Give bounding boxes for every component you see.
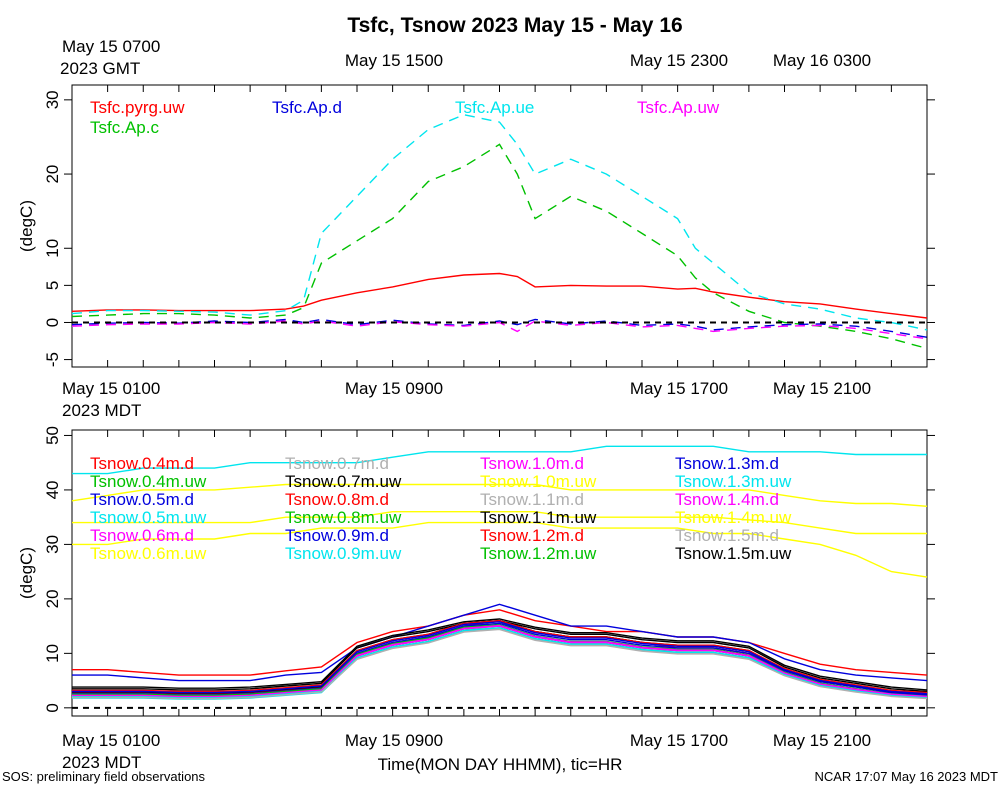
bottom-legend-entry: Tsnow.0.7m.uw	[285, 472, 402, 491]
bottom-series-Tsnow-1-0m-d	[72, 625, 928, 698]
bottom-series-Tsnow-1-0m-uw	[72, 511, 927, 535]
bottom-legend-entry: Tsnow.1.1m.d	[480, 490, 584, 509]
top-series-Tsfc-Ap-c	[71, 143, 928, 350]
top-series-Tsfc-Ap-d	[71, 318, 928, 338]
top-ytick-label: 0	[43, 318, 62, 327]
top-ylabel: (degC)	[17, 200, 36, 252]
mid-axis-first-label-line2: 2023 MDT	[62, 401, 141, 420]
bottom-legend-entry: Tsnow.1.5m.uw	[675, 544, 792, 563]
bottom-legend-entry: Tsnow.0.9m.d	[285, 526, 389, 545]
bottom-axis-label-3: May 15 2100	[773, 731, 871, 750]
bottom-series-Tsnow-1-2m-d	[72, 619, 928, 694]
bottom-series-Tsnow-0-6m-uw	[71, 483, 928, 507]
bottom-series-Tsnow-1-2m-uw	[72, 624, 928, 698]
bottom-legend-entry: Tsnow.0.6m.d	[90, 526, 194, 545]
x-axis-title: Time(MON DAY HHMM), tic=HR	[378, 755, 623, 774]
bottom-legend-entry: Tsnow.0.8m.d	[285, 490, 389, 509]
bottom-legend-entry: Tsnow.1.0m.d	[480, 454, 584, 473]
bottom-ytick-label: 40	[43, 480, 62, 499]
bottom-legend-entry: Tsnow.0.4m.d	[90, 454, 194, 473]
chart-title: Tsfc, Tsnow 2023 May 15 - May 16	[347, 14, 682, 37]
bottom-ytick-label: 0	[43, 703, 62, 712]
bottom-legend-entry: Tsnow.0.9m.uw	[285, 544, 402, 563]
bottom-ytick-label: 10	[43, 644, 62, 663]
top-ytick-label: 30	[43, 90, 62, 109]
top-ytick-label: 10	[43, 239, 62, 258]
bottom-series-Tsnow-1-3m-uw	[72, 626, 928, 699]
bottom-legend-entry: Tsnow.1.1m.uw	[480, 508, 597, 527]
bottom-legend-entry: Tsnow.1.3m.d	[675, 454, 779, 473]
footer-left: SOS: preliminary field observations	[2, 769, 206, 784]
bottom-ytick-label: 50	[43, 426, 62, 445]
mid-axis-first-label-line1: May 15 0100	[62, 379, 160, 398]
bottom-ylabel: (degC)	[17, 547, 36, 599]
bottom-legend-entry: Tsnow.0.5m.uw	[90, 508, 207, 527]
bottom-legend-entry: Tsnow.1.2m.d	[480, 526, 584, 545]
top-ytick-label: -5	[43, 352, 62, 367]
top-series-Tsfc-Ap-ue	[71, 113, 928, 331]
bottom-legend-entry: Tsnow.1.5m.d	[675, 526, 779, 545]
top-ytick-label: 20	[43, 165, 62, 184]
bottom-series-Tsnow-1-4m-d	[72, 624, 928, 698]
top-axis-first-label-line1: May 15 0700	[62, 37, 160, 56]
bottom-series-Tsnow-1-5m-uw	[72, 618, 928, 691]
bottom-legend-entry: Tsnow.1.3m.uw	[675, 472, 792, 491]
top-legend-entry: Tsfc.pyrg.uw	[90, 98, 185, 117]
top-legend-entry: Tsfc.Ap.ue	[455, 98, 534, 117]
bottom-ytick-label: 30	[43, 535, 62, 554]
top-axis-first-label-line2: 2023 GMT	[60, 59, 140, 78]
bottom-series-Tsnow-0-4m-d	[72, 609, 928, 676]
top-axis-label-2: May 15 2300	[630, 51, 728, 70]
bottom-legend-entry: Tsnow.0.6m.uw	[90, 544, 207, 563]
bottom-legend-entry: Tsnow.0.8m.uw	[285, 508, 402, 527]
bottom-legend-entry: Tsnow.1.4m.d	[675, 490, 779, 509]
mid-axis-label-1: May 15 0900	[345, 379, 443, 398]
mid-axis-label-2: May 15 1700	[630, 379, 728, 398]
top-series-Tsfc-Ap-uw	[71, 320, 928, 340]
top-legend-entry: Tsfc.Ap.uw	[637, 98, 720, 117]
bottom-series-Tsnow-0-5m-uw	[72, 445, 927, 475]
bottom-series-Tsnow-0-8m-uw	[72, 625, 928, 697]
bottom-legend-entry: Tsnow.0.4m.uw	[90, 472, 207, 491]
bottom-series-Tsnow-0-4m-uw	[72, 622, 928, 698]
bottom-series-Tsnow-0-5m-d	[72, 603, 928, 682]
bottom-legend-entry: Tsnow.0.5m.d	[90, 490, 194, 509]
bottom-ytick-label: 20	[43, 589, 62, 608]
bottom-series-Tsnow-0-9m-d	[72, 622, 928, 696]
top-axis-label-1: May 15 1500	[345, 51, 443, 70]
top-legend-entry: Tsfc.Ap.c	[90, 118, 159, 137]
top-series-Tsfc-pyrg-uw	[71, 272, 928, 319]
bottom-legend-entry: Tsnow.1.0m.uw	[480, 472, 597, 491]
bottom-axis-first-label-line2: 2023 MDT	[62, 753, 141, 772]
bottom-axis-label-2: May 15 1700	[630, 731, 728, 750]
bottom-panel: 0 10 20 30 40 50 (degC) Tsnow.0.4m.dTsnow.0.4m.…	[17, 426, 935, 716]
bottom-axis-first-label-line1: May 15 0100	[62, 731, 160, 750]
bottom-series-Tsnow-1-5m-d	[72, 628, 928, 700]
bottom-legend-entry: Tsnow.1.2m.uw	[480, 544, 597, 563]
top-ytick-label: 5	[43, 281, 62, 290]
top-axis-label-3: May 16 0300	[773, 51, 871, 70]
bottom-series-Tsnow-1-4m-uw	[72, 521, 928, 578]
bottom-legend-entry: Tsnow.0.7m.d	[285, 454, 389, 473]
bottom-legend-entry: Tsnow.1.4m.uw	[675, 508, 792, 527]
mid-axis-label-3: May 15 2100	[773, 379, 871, 398]
footer-right: NCAR 17:07 May 16 2023 MDT	[814, 769, 998, 784]
top-legend-entry: Tsfc.Ap.d	[272, 98, 342, 117]
bottom-axis-label-1: May 15 0900	[345, 731, 443, 750]
bottom-series-Tsnow-0-6m-d	[72, 625, 928, 698]
bottom-series-Tsnow-1-3m-d	[72, 621, 928, 695]
